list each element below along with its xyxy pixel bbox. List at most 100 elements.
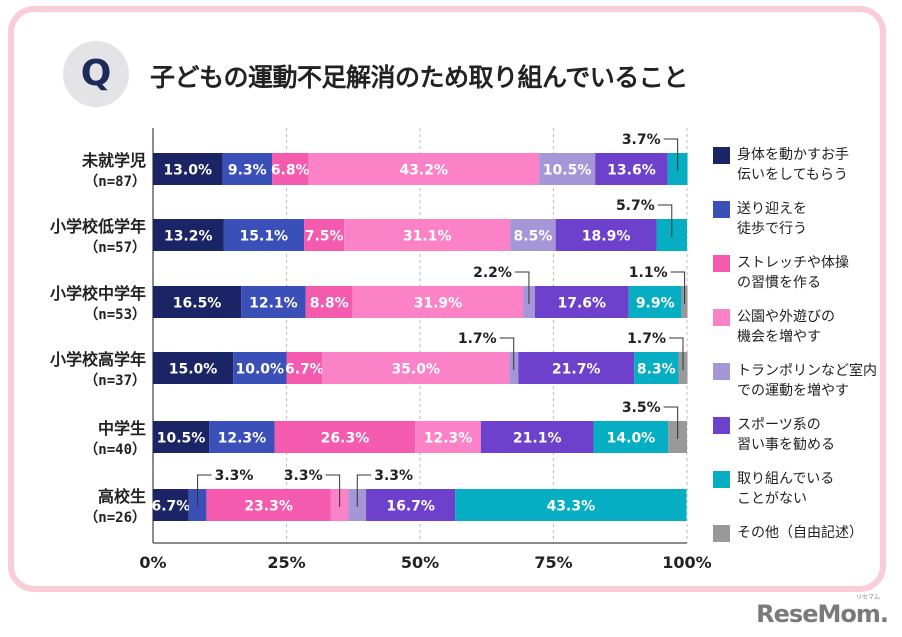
legend-swatch (713, 363, 730, 380)
legend-item: 公園や外遊びの 機会を増やす (713, 307, 883, 361)
data-label: 6.7% (285, 362, 324, 378)
bar-segment (274, 421, 416, 453)
callout-leader-line (514, 271, 530, 304)
data-label: 8.5% (514, 229, 553, 245)
bar-segment (366, 489, 456, 521)
category-sample-size: （n=40） (84, 442, 146, 458)
resemom-logo: ReseMom. (756, 600, 889, 628)
data-label: 10.0% (236, 362, 285, 378)
legend-label: スポーツ系の 習い事を勧める (737, 417, 835, 453)
callout-label: 5.7% (616, 198, 655, 214)
bar-segment (628, 286, 682, 318)
data-label: 14.0% (607, 431, 656, 447)
legend-swatch (713, 201, 730, 218)
bar-segment (322, 352, 510, 384)
legend-item: その他（自由記述） (713, 523, 883, 577)
callout-label: 3.3% (284, 468, 323, 484)
callout-leader-line (670, 271, 686, 304)
bar-segment (209, 421, 275, 453)
callout-leader-line (499, 337, 515, 370)
legend-label: ストレッチや体操 の習慣を作る (737, 255, 849, 291)
bar-segment (344, 219, 511, 251)
category-name: 小学校高学年 (49, 350, 146, 369)
category-label: 小学校高学年 （n=37） (50, 346, 146, 390)
legend-item: ストレッチや体操 の習慣を作る (713, 253, 883, 307)
callout-leader-line (325, 474, 341, 507)
legend-label: 送り迎えを 徒歩で行う (737, 201, 807, 237)
bar-segment (308, 153, 540, 185)
legend-label: その他（自由記述） (737, 525, 863, 541)
callout-label: 3.5% (622, 400, 661, 416)
data-label: 8.3% (637, 362, 676, 378)
legend-item: トランポリンなど室内 での運動を増やす (713, 361, 883, 415)
data-label: 12.1% (249, 296, 298, 312)
x-tick-label: 75% (534, 553, 573, 572)
bar-segment (518, 352, 635, 384)
bar-segment (153, 286, 242, 318)
legend-label: 身体を動かすお手 伝いをしてもらう (737, 147, 849, 183)
data-label: 13.0% (163, 163, 212, 179)
x-tick-label: 0% (139, 553, 167, 572)
data-label: 10.5% (157, 431, 206, 447)
data-label: 15.0% (169, 362, 218, 378)
callout-label: 1.1% (629, 265, 668, 281)
callout-leader-line (356, 474, 372, 507)
bar-segment (415, 421, 481, 453)
data-label: 43.3% (547, 499, 596, 515)
data-label: 15.1% (240, 229, 289, 245)
category-sample-size: （n=37） (84, 373, 146, 389)
bar-segment (222, 153, 273, 185)
callout-leader-line (668, 337, 684, 370)
bar-segment (455, 489, 687, 521)
legend-swatch (713, 255, 730, 272)
legend-label: 公園や外遊びの 機会を増やす (737, 309, 835, 345)
category-name: 小学校中学年 (49, 284, 146, 303)
data-label: 16.7% (386, 499, 435, 515)
bar-segment (241, 286, 306, 318)
bar-segment (634, 352, 679, 384)
callout-leader-line (663, 138, 679, 171)
bar-segment (352, 286, 524, 318)
bar-segment (272, 153, 309, 185)
data-label: 12.3% (218, 431, 267, 447)
category-label: 小学校低学年 （n=57） (50, 213, 146, 257)
bar-segment (534, 286, 629, 318)
legend-item: 取り組んでいる ことがない (713, 469, 883, 523)
legend-swatch (713, 147, 730, 164)
x-tick-label: 50% (400, 553, 440, 572)
data-label: 18.9% (582, 229, 631, 245)
category-label: 小学校中学年 （n=53） (50, 280, 146, 324)
category-label: 中学生 （n=40） (84, 415, 146, 459)
bar-segment (233, 352, 287, 384)
legend-label: トランポリンなど室内 での運動を増やす (737, 363, 877, 399)
legend-label: 取り組んでいる ことがない (737, 471, 835, 507)
data-label: 9.9% (636, 296, 675, 312)
callout-leader-line (657, 204, 673, 237)
bar-segment (593, 421, 669, 453)
data-label: 17.6% (558, 296, 607, 312)
callout-label: 1.7% (458, 331, 497, 347)
bar-segment (510, 219, 556, 251)
data-label: 6.8% (271, 163, 310, 179)
data-label: 10.5% (543, 163, 592, 179)
data-label: 21.1% (513, 431, 562, 447)
data-label: 43.2% (399, 163, 448, 179)
data-label: 31.1% (403, 229, 452, 245)
data-label: 13.6% (607, 163, 656, 179)
category-sample-size: （n=87） (84, 174, 146, 190)
data-label: 16.5% (173, 296, 222, 312)
bar-segment (153, 219, 224, 251)
bar-segment (286, 352, 323, 384)
category-name: 高校生 (97, 487, 146, 506)
legend-item: 送り迎えを 徒歩で行う (713, 199, 883, 253)
callout-leader-line (663, 406, 679, 439)
legend-item: 身体を動かすお手 伝いをしてもらう (713, 145, 883, 199)
category-label: 高校生 （n=26） (84, 483, 146, 527)
chart-title: 子どもの運動不足解消のため取り組んでいること (150, 63, 688, 92)
logo-ruby: リセマム (855, 594, 880, 601)
bar-segment (153, 489, 189, 521)
data-label: 31.9% (414, 296, 463, 312)
legend-swatch (713, 417, 730, 434)
bar-segment (305, 286, 353, 318)
x-tick-label: 100% (662, 553, 712, 572)
